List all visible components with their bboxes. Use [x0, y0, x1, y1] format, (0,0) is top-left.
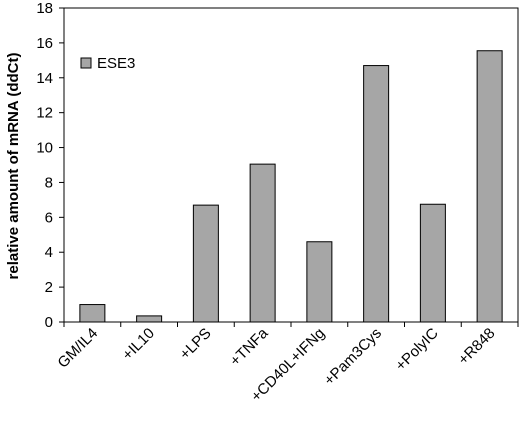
legend-label: ESE3 [97, 55, 135, 72]
y-tick-label: 10 [36, 140, 53, 157]
bar-pam3cys [363, 65, 390, 323]
bar-lps [192, 204, 219, 323]
legend: ESE3 [80, 55, 135, 72]
y-tick-label: 6 [45, 209, 53, 226]
y-tick-label: 16 [36, 35, 53, 52]
y-tick-label: 2 [45, 279, 53, 296]
legend-swatch [80, 57, 92, 69]
x-tick-label: +TNFa [227, 324, 272, 369]
bar-tnfa [249, 163, 276, 323]
bar-cd40l-ifng [306, 241, 333, 323]
y-tick-label: 0 [45, 314, 53, 331]
x-tick-label: +PolyIC [392, 325, 442, 375]
bar-polyic [419, 203, 446, 323]
bar-gm-il4 [79, 304, 106, 323]
y-tick-label: 18 [36, 0, 53, 17]
x-tick-label: GM/IL4 [54, 325, 101, 372]
x-tick-label: +R848 [455, 325, 499, 369]
y-tick-label: 12 [36, 105, 53, 122]
x-tick-label: +IL10 [119, 325, 158, 364]
y-tick-label: 8 [45, 174, 53, 191]
x-tick-label: +Pam3Cys [321, 325, 385, 389]
y-axis-title: relative amount of mRNA (ddCt) [5, 53, 22, 280]
bar-il10 [136, 315, 163, 323]
y-tick-label: 14 [36, 70, 53, 87]
bar-r848 [476, 50, 503, 323]
y-tick-label: 4 [45, 244, 53, 261]
x-tick-label: +LPS [176, 325, 214, 363]
